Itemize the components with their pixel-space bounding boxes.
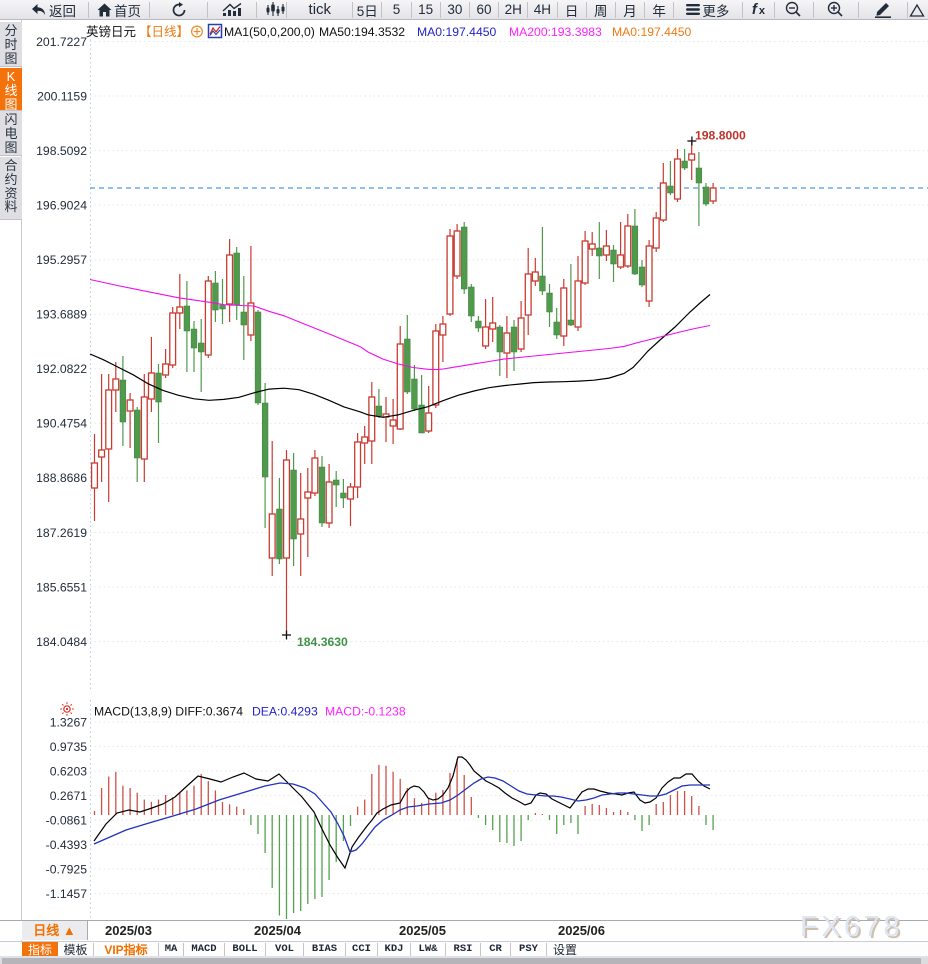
svg-text:196.9024: 196.9024: [36, 198, 87, 212]
svg-text:0.9735: 0.9735: [50, 740, 87, 754]
svg-text:MA1(50,0,200,0): MA1(50,0,200,0): [224, 25, 315, 39]
svg-text:190.4754: 190.4754: [36, 417, 87, 431]
svg-text:-0.7925: -0.7925: [46, 862, 88, 876]
svg-text:198.5092: 198.5092: [36, 144, 87, 158]
svg-text:-1.1457: -1.1457: [46, 887, 88, 901]
svg-text:1.3267: 1.3267: [50, 715, 87, 729]
svg-text:MA50:194.3532: MA50:194.3532: [319, 25, 405, 39]
svg-text:187.2619: 187.2619: [36, 526, 87, 540]
svg-text:DEA:0.4293: DEA:0.4293: [252, 705, 318, 719]
svg-text:184.0484: 184.0484: [36, 635, 87, 649]
svg-text:193.6889: 193.6889: [36, 308, 87, 322]
svg-text:192.0822: 192.0822: [36, 362, 87, 376]
svg-text:MACD:-0.1238: MACD:-0.1238: [325, 705, 406, 719]
svg-text:-0.0861: -0.0861: [46, 813, 88, 827]
svg-text:201.7227: 201.7227: [36, 35, 87, 49]
svg-text:【日线】: 【日线】: [139, 25, 189, 39]
svg-text:185.6551: 185.6551: [36, 580, 87, 594]
svg-text:195.2957: 195.2957: [36, 253, 87, 267]
svg-text:MA200:193.3983: MA200:193.3983: [509, 25, 602, 39]
svg-text:200.1159: 200.1159: [37, 89, 87, 103]
svg-text:188.8686: 188.8686: [36, 471, 87, 485]
svg-text:-0.4393: -0.4393: [46, 838, 88, 852]
svg-text:MACD(13,8,9) DIFF:0.3674: MACD(13,8,9) DIFF:0.3674: [94, 705, 243, 719]
svg-text:MA0:197.4450: MA0:197.4450: [417, 25, 497, 39]
svg-text:英镑日元: 英镑日元: [86, 24, 136, 39]
svg-text:198.8000: 198.8000: [695, 129, 746, 143]
svg-text:0.2671: 0.2671: [50, 789, 87, 803]
svg-text:0.6203: 0.6203: [50, 764, 87, 778]
svg-text:184.3630: 184.3630: [297, 635, 348, 649]
svg-text:MA0:197.4450: MA0:197.4450: [612, 25, 692, 39]
